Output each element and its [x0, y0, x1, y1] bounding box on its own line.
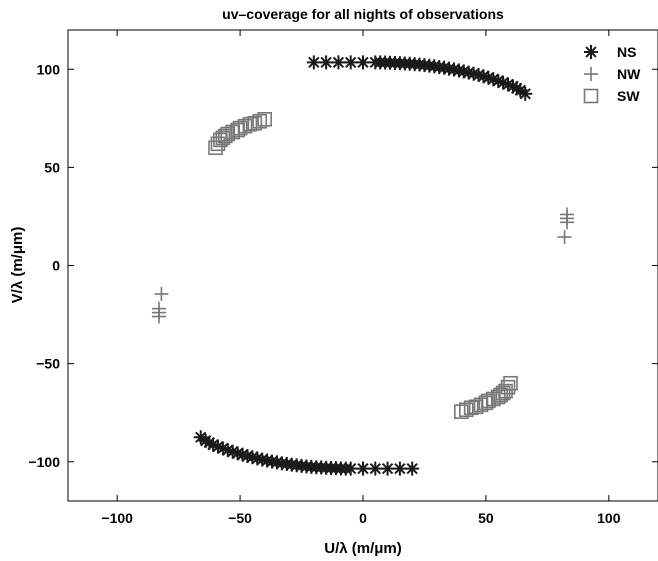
x-tick-label: 100 [597, 510, 621, 526]
sw-square-point [232, 120, 248, 136]
ns-asterisk-point [368, 461, 383, 476]
sw-square-point [257, 111, 272, 127]
nw-plus-point [154, 286, 169, 301]
legend-label: NS [617, 44, 636, 60]
chart-title: uv–coverage for all nights of observatio… [222, 6, 504, 22]
sw-square-point [454, 404, 469, 420]
x-tick-label: 50 [478, 510, 494, 526]
data-points [151, 55, 575, 476]
x-tick-label: −100 [101, 510, 133, 526]
series-nw [151, 207, 575, 324]
legend-item-nw: NW [584, 66, 641, 82]
legend-item-ns: NS [584, 44, 636, 60]
x-axis-label: U/λ (m/μm) [324, 540, 402, 557]
x-tick-label: −50 [228, 510, 252, 526]
sw-square-point [208, 140, 223, 156]
sw-square-point [242, 116, 258, 132]
nw-plus-point [560, 215, 575, 230]
legend: NS NW SW [583, 44, 641, 104]
ns-asterisk-point [306, 55, 321, 70]
legend-item-sw: SW [583, 88, 640, 104]
ns-asterisk-point [250, 451, 265, 466]
ns-asterisk-point [405, 461, 420, 476]
ns-asterisk-point [193, 430, 208, 445]
ns-asterisk-point [392, 461, 407, 476]
y-tick-label: 100 [37, 61, 61, 77]
ns-asterisk-point [380, 461, 395, 476]
ns-asterisk-point [343, 55, 358, 70]
y-tick-label: 0 [52, 258, 60, 274]
ns-asterisk-point [331, 55, 346, 70]
sw-square-point [503, 375, 518, 391]
sw-square-point [237, 118, 253, 134]
y-tick-label: 50 [44, 159, 60, 175]
nw-plus-point [557, 230, 572, 245]
y-tick-label: −100 [28, 454, 60, 470]
series-ns [193, 55, 533, 476]
ns-asterisk-point [356, 461, 370, 476]
y-tick-label: −50 [36, 356, 60, 372]
nw-plus-point [151, 301, 166, 316]
series-sw [208, 111, 518, 420]
sw-square-point [247, 115, 263, 131]
sw-square-point [463, 400, 479, 416]
legend-label: NW [617, 66, 641, 82]
y-axis-label: V/λ (m/μm) [9, 227, 26, 304]
ns-asterisk-point [319, 55, 334, 70]
legend-square-icon [583, 88, 599, 104]
plot-frame [67, 29, 658, 502]
legend-label: SW [617, 88, 640, 104]
legend-asterisk-icon [584, 45, 598, 59]
legend-plus-icon [584, 67, 598, 81]
axis-ticks [68, 30, 658, 501]
sw-square-point [468, 399, 484, 415]
x-tick-label: 0 [359, 510, 367, 526]
sw-square-point [458, 402, 474, 418]
sw-square-point [473, 397, 489, 413]
sw-square-point [252, 113, 268, 129]
ns-asterisk-point [356, 55, 370, 70]
axis-tick-labels: −100 −50 0 50 100 −100 −50 0 50 100 [28, 61, 620, 526]
sw-square-point [478, 395, 494, 411]
ns-asterisk-point [518, 86, 533, 101]
